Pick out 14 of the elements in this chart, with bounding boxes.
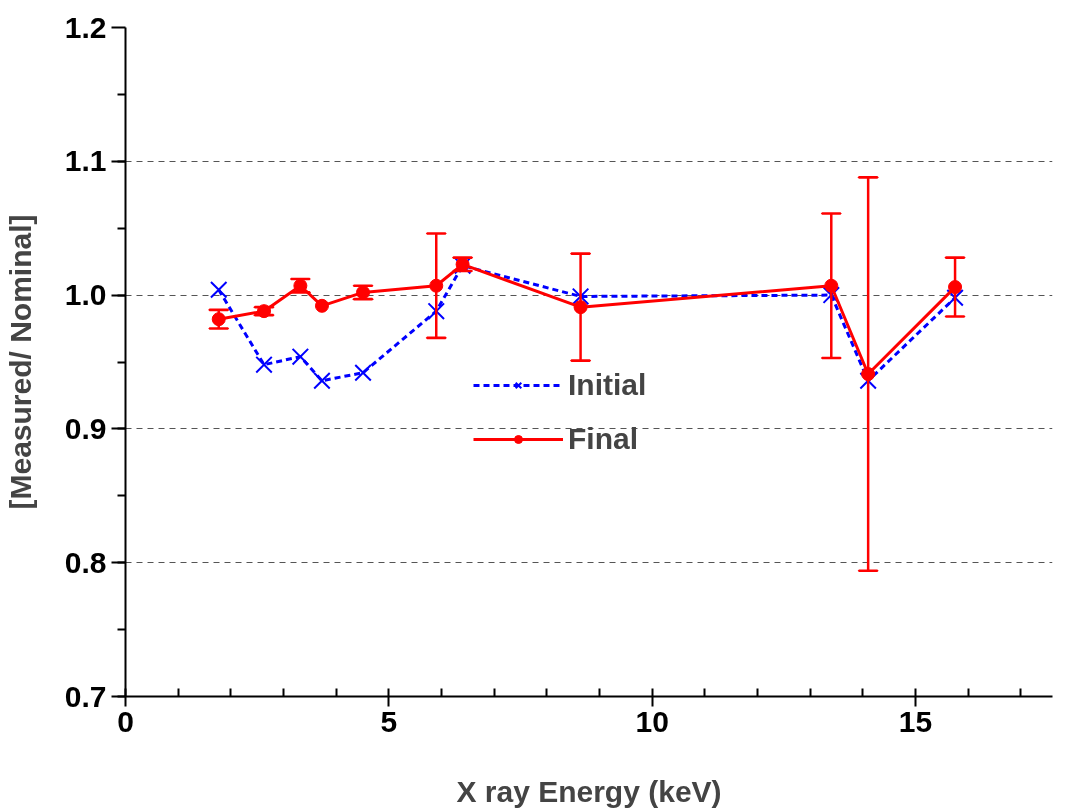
y-tick-label: 1.0 — [64, 278, 107, 312]
y-axis-title: [Measured/ Nominal] — [3, 214, 37, 510]
y-tick-label: 1.2 — [64, 10, 107, 44]
x-tick-label: 5 — [380, 704, 398, 738]
y-tick-label: 0.9 — [64, 411, 107, 445]
legend-label: Final — [568, 422, 639, 456]
y-tick-label: 0.7 — [64, 679, 107, 713]
x-tick-label: 10 — [635, 704, 669, 738]
y-tick-label: 0.8 — [64, 545, 107, 579]
x-axis-title: X ray Energy (keV) — [456, 774, 722, 808]
x-tick-label: 15 — [898, 704, 933, 738]
y-tick-label: 1.1 — [64, 144, 107, 178]
x-tick-label: 0 — [117, 704, 134, 738]
legend-label: Initial — [568, 368, 647, 402]
